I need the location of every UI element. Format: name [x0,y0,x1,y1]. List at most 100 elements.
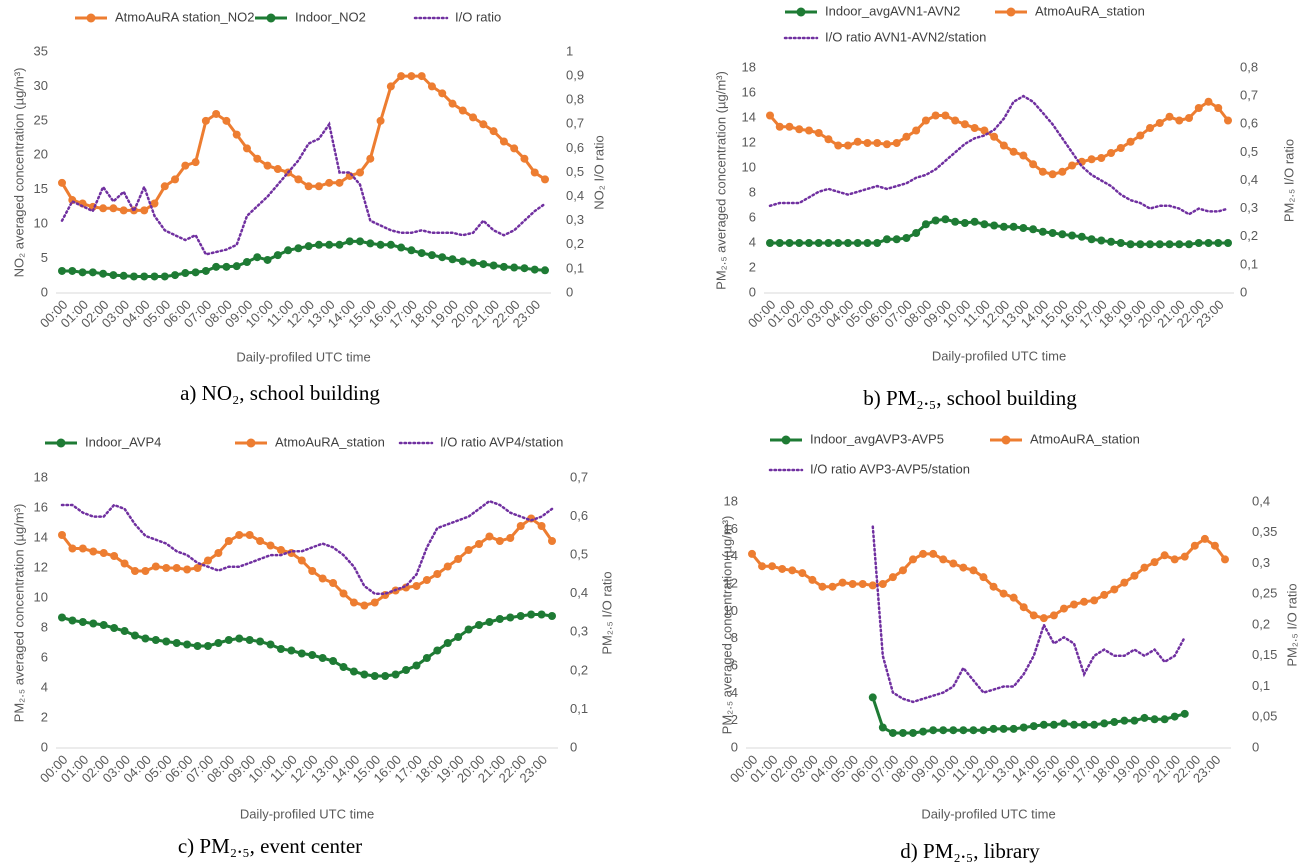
y-tick-label: 4 [749,234,756,249]
data-point [212,109,221,118]
data-point [162,637,171,646]
data-point [1165,240,1174,249]
y2-tick-label: 0,2 [566,236,584,251]
data-point [412,582,421,590]
data-point [150,272,159,281]
data-point [785,122,794,131]
series-line [750,537,1227,620]
data-point [1029,160,1038,169]
legend-marker [86,13,96,23]
data-point [1080,597,1089,606]
data-point [349,598,358,607]
data-point [766,239,774,247]
legend-label: Indoor_AVP4 [85,434,161,449]
data-point [120,559,129,568]
y-tick-label: 12 [742,134,756,149]
data-point [999,141,1008,150]
y-tick-label: 10 [742,159,756,174]
data-point [479,260,488,269]
y2-tick-label: 0,4 [566,188,584,203]
y2-tick-label: 0,4 [1240,172,1258,187]
data-point [768,562,777,571]
data-point [469,113,478,122]
data-point [349,667,358,676]
data-point [824,135,833,144]
data-point [1190,541,1199,550]
data-point [798,569,807,578]
data-point [1029,225,1038,234]
data-point [1170,712,1179,721]
data-point [203,556,212,565]
y-tick-label: 14 [724,548,738,563]
data-point [433,570,442,578]
data-point [304,182,313,191]
data-point [263,255,272,264]
data-point [1009,724,1018,733]
data-point [1180,552,1189,561]
data-point [99,549,108,557]
data-point [325,178,334,187]
data-point [1038,227,1047,236]
data-point [171,271,180,280]
legend-label: Indoor_NO2 [295,9,366,24]
data-point [912,126,921,135]
data-point [1130,716,1139,725]
y2-tick-label: 0,6 [570,508,588,523]
data-point [960,219,969,227]
data-point [506,613,515,622]
data-point [878,723,887,732]
data-point [882,235,891,244]
y2-tick-label: 0,2 [1240,228,1258,243]
data-point [339,663,348,671]
data-point [949,559,958,568]
data-point [931,216,940,225]
data-point [1048,229,1057,237]
y-tick-label: 15 [34,181,48,196]
data-point [438,253,447,262]
data-point [1080,720,1089,729]
legend-marker [266,13,276,23]
data-point [1150,715,1159,724]
y2-tick-label: 0 [1252,739,1259,754]
data-point [1146,240,1155,249]
data-point [516,612,525,620]
data-point [929,549,938,558]
y2-tick-label: 0,05 [1252,709,1277,724]
data-point [1136,240,1145,249]
data-point [1009,147,1018,156]
data-point [1194,104,1203,112]
data-point [1058,230,1067,239]
legend-marker [56,438,66,448]
data-point [1204,97,1213,106]
series-line [60,499,554,595]
data-point [397,243,406,252]
data-point [266,640,275,649]
data-point [407,72,416,81]
data-point [1110,585,1119,594]
data-point [838,578,847,587]
data-point [181,269,190,278]
y-tick-label: 18 [742,59,756,74]
data-point [391,670,400,679]
data-point [376,240,385,249]
data-point [990,132,999,141]
legend-label: AtmoAuRA_station [275,434,385,449]
data-point [766,111,774,120]
data-point [1224,239,1232,247]
data-point [266,541,275,550]
data-point [235,531,244,539]
legend-label: I/O ratio AVP4/station [440,434,563,449]
data-point [834,141,843,150]
data-point [172,639,181,647]
data-point [868,693,877,702]
data-point [160,272,169,281]
data-point [898,566,907,575]
data-point [949,726,958,735]
data-point [527,610,536,619]
data-point [345,237,354,246]
data-point [848,580,857,588]
data-point [804,239,813,247]
y2-tick-label: 0,5 [1240,144,1258,159]
data-point [1140,713,1149,722]
data-point [366,239,375,248]
